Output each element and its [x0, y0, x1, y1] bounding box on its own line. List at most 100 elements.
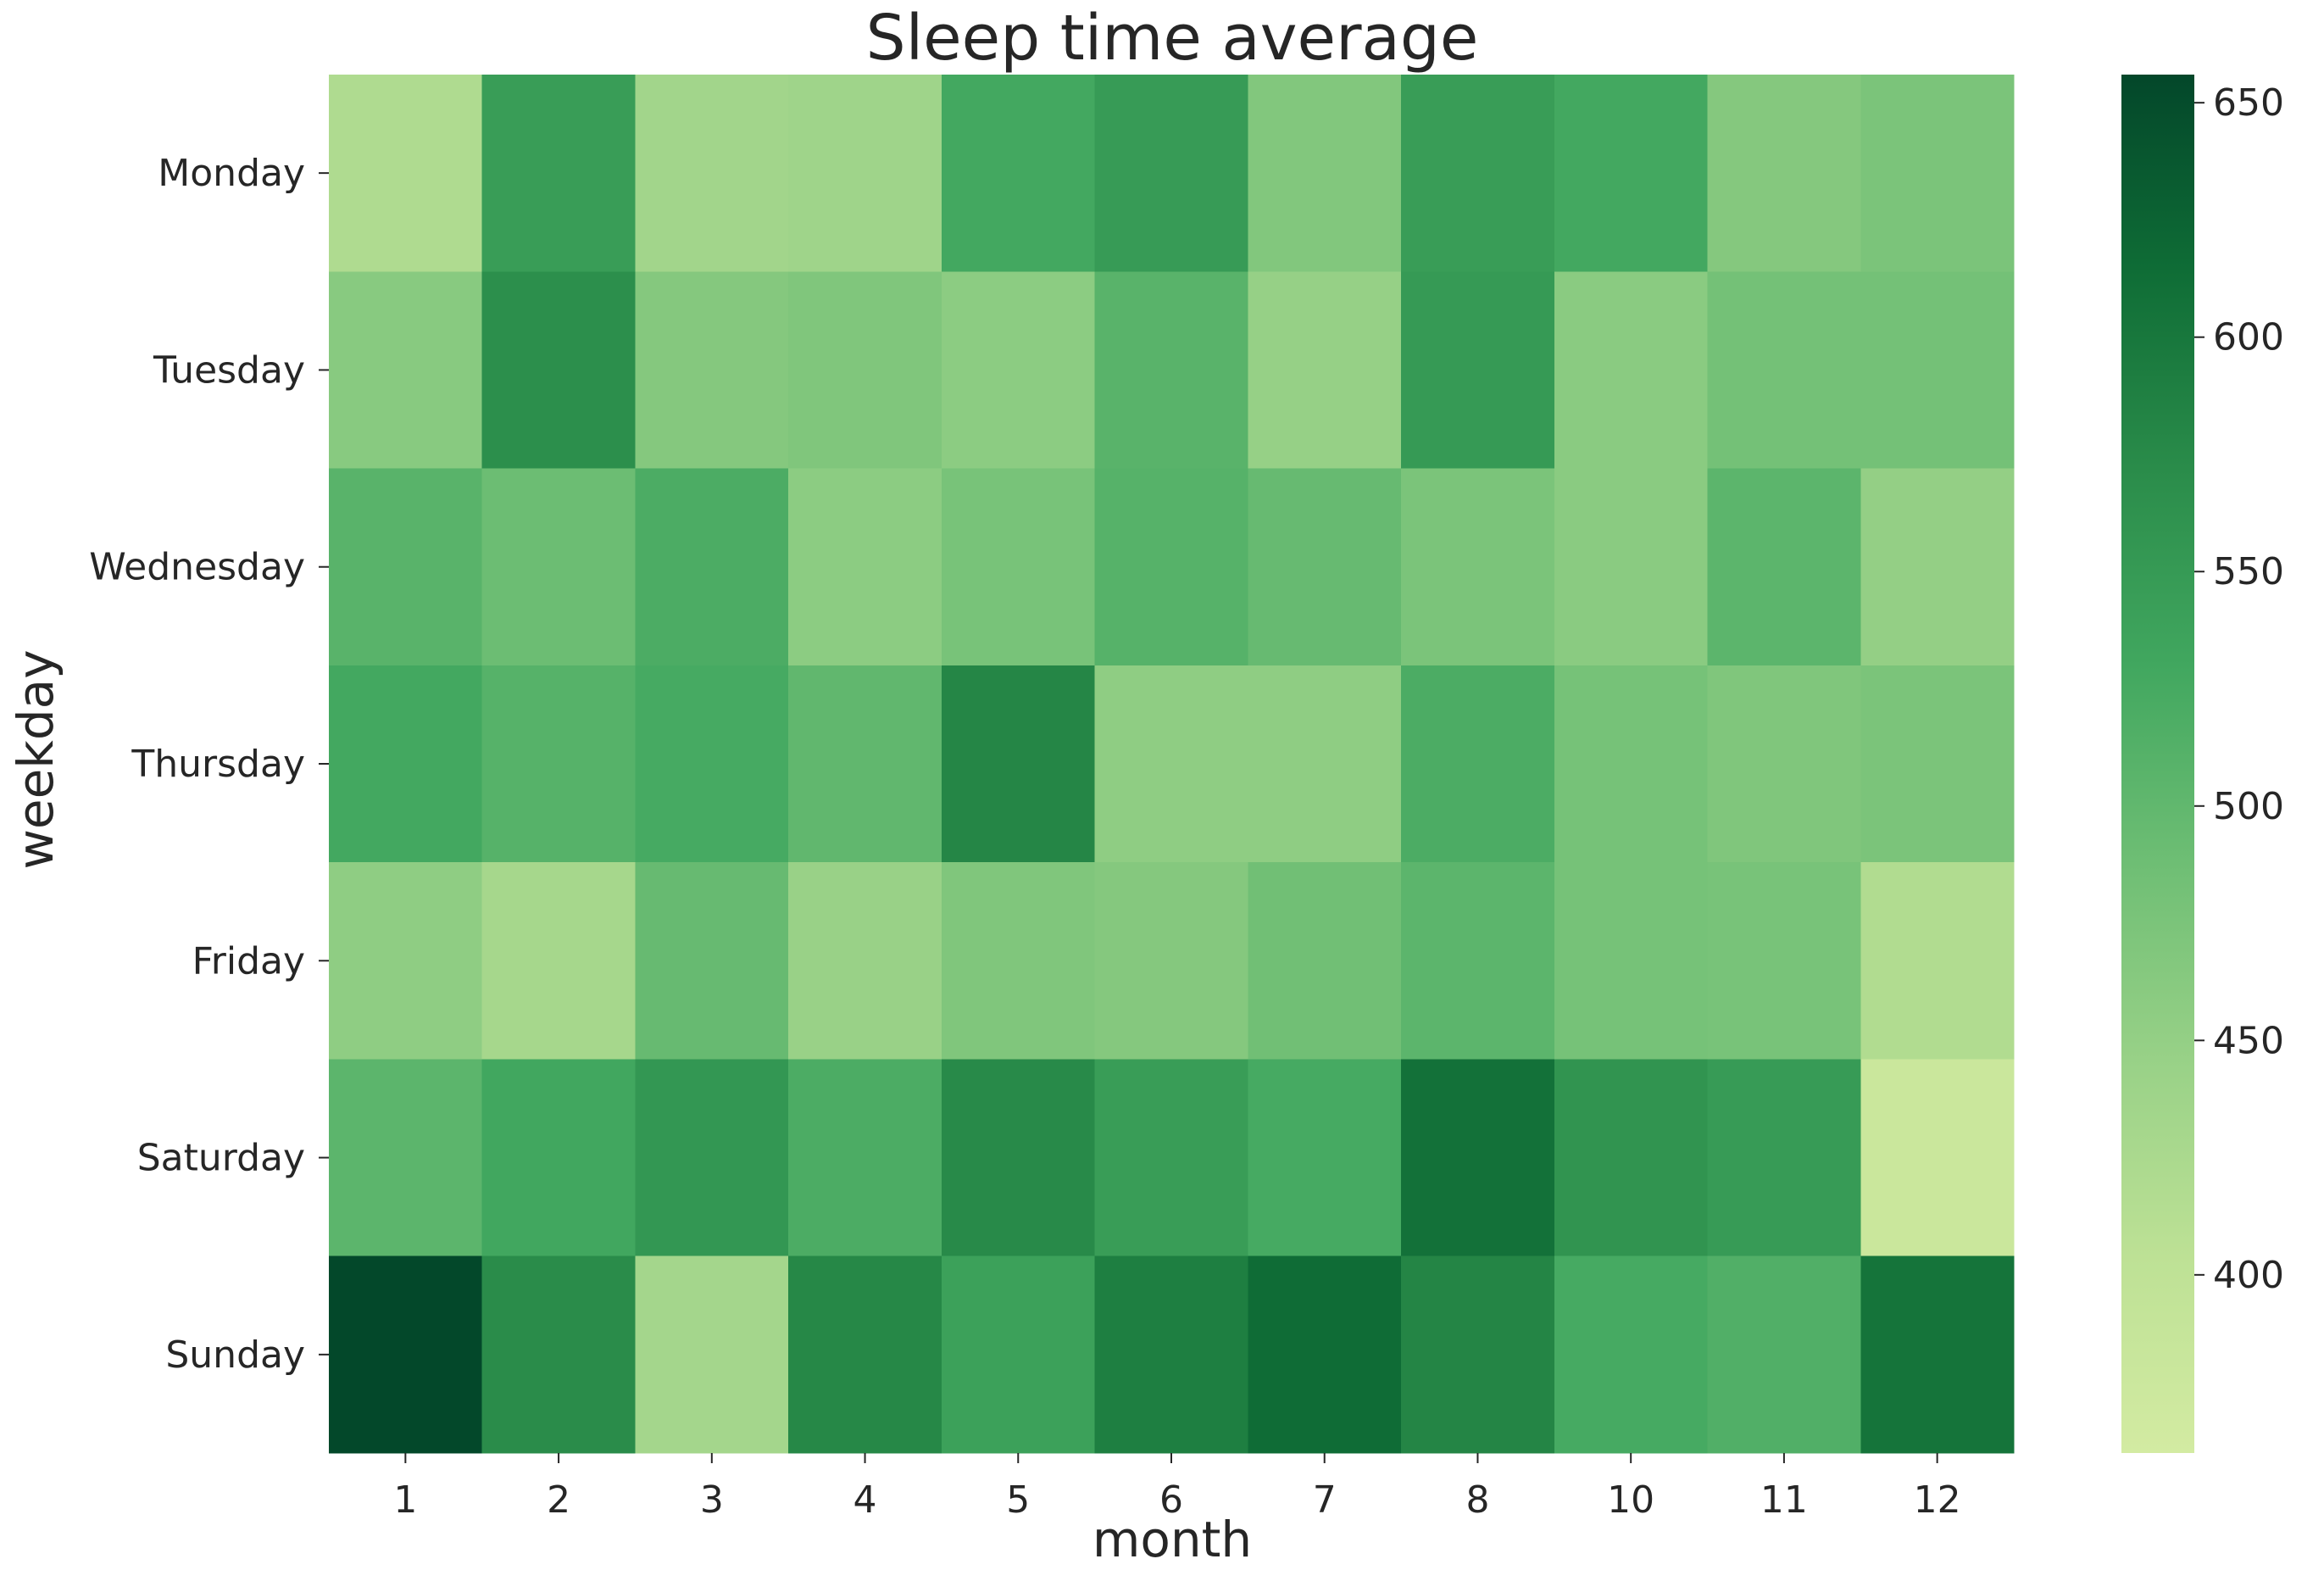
heatmap-cell — [1707, 1059, 1861, 1257]
heatmap-cell — [1707, 271, 1861, 470]
y-tick-label: Sunday — [165, 1333, 305, 1377]
heatmap-cell — [635, 665, 789, 863]
heatmap-cell — [941, 1059, 1096, 1257]
heatmap-cell — [1707, 1255, 1861, 1454]
heatmap-cell — [1401, 75, 1555, 272]
heatmap-cell — [788, 271, 942, 470]
heatmap-cell — [1248, 862, 1402, 1061]
heatmap-cell — [1554, 271, 1709, 470]
heatmap-cell — [1248, 1059, 1402, 1257]
heatmap-cell — [1094, 862, 1248, 1061]
y-tick-label: Saturday — [137, 1137, 305, 1180]
heatmap-cell — [329, 75, 483, 272]
x-tick-label: 8 — [1465, 1478, 1489, 1522]
heatmap-cell — [1554, 665, 1709, 863]
heatmap-cell — [1860, 665, 2015, 863]
colorbar: 400 450 500 550 600 650 — [2121, 75, 2284, 1453]
x-tick-label: 2 — [547, 1478, 570, 1522]
heatmap-cell — [1401, 468, 1555, 666]
heatmap-cell — [1248, 468, 1402, 666]
heatmap-cell — [1094, 1255, 1248, 1454]
heatmap-cell — [1554, 1255, 1709, 1454]
colorbar-tick-label: 600 — [2213, 316, 2284, 359]
heatmap-cell — [481, 1059, 637, 1257]
heatmap-cell — [329, 1255, 483, 1454]
heatmap-cell — [1860, 271, 2015, 470]
heatmap-cell — [329, 1059, 483, 1257]
heatmap-cell — [1094, 1059, 1248, 1257]
heatmap-cell — [1707, 468, 1861, 666]
heatmap-cell — [635, 271, 789, 470]
heatmap-cell — [1860, 862, 2015, 1061]
heatmap-cell — [788, 75, 942, 272]
colorbar-tick-label: 650 — [2213, 81, 2284, 125]
y-tick-label: Wednesday — [89, 546, 305, 589]
heatmap-cell — [329, 271, 483, 470]
x-tick-label: 1 — [393, 1478, 417, 1522]
heatmap-cell — [481, 665, 637, 863]
colorbar-tick-label: 450 — [2213, 1019, 2284, 1062]
heatmap-cell — [788, 862, 942, 1061]
heatmap-cell — [788, 665, 942, 863]
colorbar-tick-label: 500 — [2213, 785, 2284, 828]
heatmap-cell — [1401, 665, 1555, 863]
heatmap-cell — [1554, 1059, 1709, 1257]
heatmap-cells — [329, 75, 2015, 1454]
heatmap-cell — [941, 665, 1096, 863]
heatmap-cell — [1707, 862, 1861, 1061]
heatmap-cell — [1554, 75, 1709, 272]
y-tick-label: Tuesday — [153, 348, 305, 392]
heatmap-cell — [788, 1255, 942, 1454]
heatmap-cell — [941, 75, 1096, 272]
heatmap-cell — [1554, 468, 1709, 666]
x-axis-label: month — [1093, 1511, 1252, 1568]
heatmap-cell — [1248, 665, 1402, 863]
x-tick-label: 6 — [1159, 1478, 1183, 1522]
heatmap-cell — [1094, 468, 1248, 666]
y-axis-label: weekday — [7, 649, 64, 869]
x-tick-label: 12 — [1914, 1478, 1961, 1522]
y-tick-label: Thursday — [131, 743, 305, 786]
heatmap-cell — [1860, 75, 2015, 272]
heatmap-cell — [941, 862, 1096, 1061]
heatmap-cell — [635, 75, 789, 272]
heatmap-cell — [941, 468, 1096, 666]
x-tick-label: 4 — [853, 1478, 877, 1522]
heatmap-cell — [329, 468, 483, 666]
heatmap-cell — [1248, 1255, 1402, 1454]
heatmap-cell — [1401, 862, 1555, 1061]
heatmap-cell — [635, 1255, 789, 1454]
heatmap-cell — [1094, 75, 1248, 272]
x-tick-label: 3 — [700, 1478, 724, 1522]
heatmap-cell — [1094, 271, 1248, 470]
colorbar-tick-label: 550 — [2213, 550, 2284, 593]
heatmap-cell — [1248, 75, 1402, 272]
x-tick-label: 5 — [1006, 1478, 1030, 1522]
heatmap-cell — [481, 468, 637, 666]
heatmap-cell — [1707, 75, 1861, 272]
heatmap-cell — [941, 271, 1096, 470]
heatmap-cell — [481, 271, 637, 470]
heatmap-cell — [1401, 271, 1555, 470]
heatmap-cell — [788, 1059, 942, 1257]
heatmap-cell — [329, 862, 483, 1061]
x-tick-label: 7 — [1313, 1478, 1337, 1522]
x-tick-label: 10 — [1607, 1478, 1654, 1522]
x-axis-ticks: 1 2 3 4 5 6 7 8 10 11 12 — [393, 1453, 1961, 1522]
heatmap-cell — [1860, 1059, 2015, 1257]
heatmap-cell — [481, 862, 637, 1061]
heatmap-cell — [1401, 1255, 1555, 1454]
x-tick-label: 11 — [1760, 1478, 1808, 1522]
y-tick-label: Monday — [158, 152, 305, 195]
heatmap-cell — [1707, 665, 1861, 863]
heatmap-cell — [635, 1059, 789, 1257]
heatmap-cell — [481, 1255, 637, 1454]
heatmap-cell — [788, 468, 942, 666]
heatmap-cell — [635, 468, 789, 666]
heatmap-cell — [1401, 1059, 1555, 1257]
heatmap-cell — [1860, 1255, 2015, 1454]
heatmap-cell — [1860, 468, 2015, 666]
heatmap-cell — [1248, 271, 1402, 470]
heatmap-cell — [1554, 862, 1709, 1061]
